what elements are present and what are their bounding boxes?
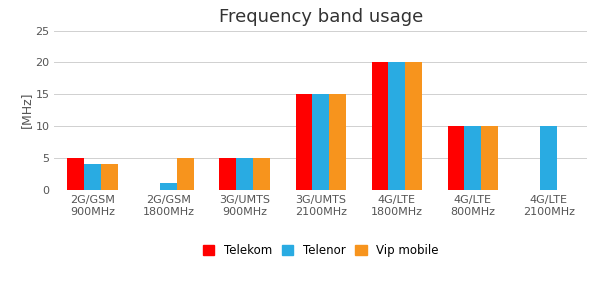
Legend: Telekom, Telenor, Vip mobile: Telekom, Telenor, Vip mobile <box>199 240 442 260</box>
Bar <box>253 158 270 190</box>
Y-axis label: [MHz]: [MHz] <box>20 92 33 129</box>
Bar <box>405 62 422 190</box>
Bar <box>177 158 194 190</box>
Bar <box>101 164 117 190</box>
Bar <box>67 158 84 190</box>
Bar <box>296 94 312 190</box>
Bar <box>481 126 498 190</box>
Bar <box>312 94 329 190</box>
Bar <box>371 62 388 190</box>
Bar <box>84 164 101 190</box>
Bar <box>329 94 345 190</box>
Bar <box>540 126 557 190</box>
Bar <box>388 62 405 190</box>
Bar <box>220 158 236 190</box>
Title: Frequency band usage: Frequency band usage <box>218 8 423 26</box>
Bar <box>448 126 465 190</box>
Bar <box>465 126 481 190</box>
Bar <box>160 183 177 190</box>
Bar <box>236 158 253 190</box>
